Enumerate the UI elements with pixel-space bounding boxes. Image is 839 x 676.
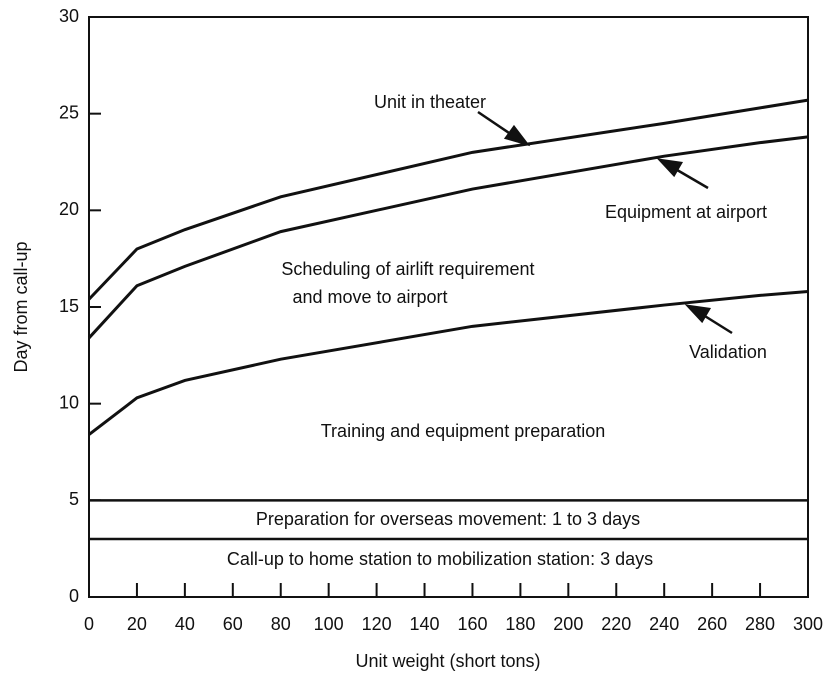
- y-tick-label: 0: [69, 586, 79, 606]
- annotation: Call-up to home station to mobilization …: [227, 549, 653, 569]
- x-tick-label: 300: [793, 614, 823, 634]
- x-tick-label: 20: [127, 614, 147, 634]
- y-tick-label: 25: [59, 102, 79, 122]
- x-tick-label: 140: [410, 614, 440, 634]
- annotation: Preparation for overseas movement: 1 to …: [256, 509, 640, 529]
- y-tick-label: 30: [59, 6, 79, 26]
- series-label: Unit in theater: [374, 92, 486, 112]
- x-tick-label: 240: [649, 614, 679, 634]
- x-tick-label: 0: [84, 614, 94, 634]
- x-tick-label: 280: [745, 614, 775, 634]
- series-line: [87, 98, 809, 301]
- y-tick-label: 10: [59, 392, 79, 412]
- x-tick-label: 100: [314, 614, 344, 634]
- x-tick-label: 40: [175, 614, 195, 634]
- x-tick-label: 180: [505, 614, 535, 634]
- x-tick-label: 220: [601, 614, 631, 634]
- series-line: [87, 135, 809, 339]
- series-label: Equipment at airport: [605, 202, 767, 222]
- x-tick-label: 260: [697, 614, 727, 634]
- arrowhead: [503, 124, 531, 147]
- series-label: Validation: [689, 342, 767, 362]
- annotation: Training and equipment preparation: [321, 421, 606, 441]
- y-tick-label: 15: [59, 296, 79, 316]
- annotation: and move to airport: [292, 287, 447, 307]
- arrowhead: [656, 158, 684, 178]
- arrowhead: [684, 304, 712, 324]
- x-tick-label: 160: [457, 614, 487, 634]
- y-tick-label: 20: [59, 199, 79, 219]
- x-tick-label: 200: [553, 614, 583, 634]
- arrows: [477, 110, 733, 335]
- y-axis-title: Day from call-up: [11, 241, 31, 372]
- x-tick-label: 60: [223, 614, 243, 634]
- x-axis-title: Unit weight (short tons): [355, 651, 540, 671]
- x-tick-label: 120: [362, 614, 392, 634]
- y-tick-label: 5: [69, 489, 79, 509]
- x-tick-label: 80: [271, 614, 291, 634]
- annotation: Scheduling of airlift requirement: [281, 259, 534, 279]
- series-line: [88, 290, 809, 436]
